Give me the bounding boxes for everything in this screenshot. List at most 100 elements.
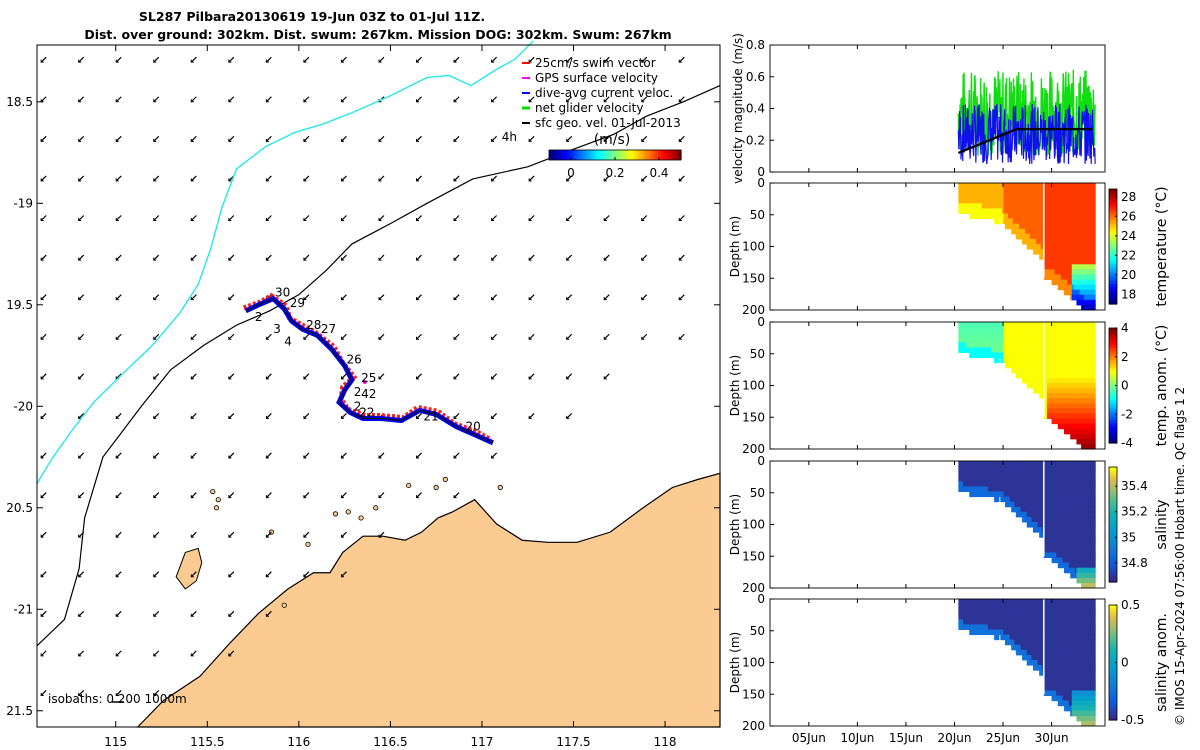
section-cell bbox=[1076, 393, 1079, 399]
section-cell bbox=[1040, 521, 1043, 528]
legend-item-net-glider-velocity: net glider velocity bbox=[522, 101, 643, 115]
section-cell bbox=[1082, 264, 1085, 270]
section-cell bbox=[1046, 327, 1050, 333]
section-cell bbox=[1087, 527, 1090, 533]
section-cell bbox=[1054, 552, 1057, 559]
section-cell bbox=[969, 471, 972, 477]
section-cell bbox=[1014, 609, 1017, 615]
section-cell bbox=[1029, 322, 1032, 328]
current-vector bbox=[115, 135, 122, 142]
section-cell bbox=[1070, 382, 1073, 389]
y-tick-label: 150 bbox=[742, 410, 765, 424]
section-cell bbox=[1043, 183, 1046, 189]
current-vector-head bbox=[491, 178, 495, 182]
section-cell bbox=[1014, 471, 1017, 477]
legend-label: dive-avg current veloc. bbox=[535, 86, 673, 100]
section-cell bbox=[1085, 377, 1088, 384]
section-cell bbox=[1039, 516, 1042, 523]
section-cell bbox=[1084, 466, 1087, 472]
section-cell bbox=[1085, 403, 1088, 409]
section-cell bbox=[1079, 322, 1082, 328]
section-cell bbox=[986, 188, 989, 194]
section-cell bbox=[1040, 377, 1043, 384]
section-cell bbox=[1060, 269, 1064, 275]
section-cell bbox=[1068, 466, 1071, 472]
section-cell bbox=[1028, 228, 1031, 235]
section-cell bbox=[1059, 249, 1062, 255]
section-cell bbox=[959, 203, 963, 209]
section-cell bbox=[1032, 228, 1036, 235]
section-cell bbox=[973, 629, 977, 636]
section-cell bbox=[1045, 254, 1048, 260]
section-cell bbox=[1040, 501, 1043, 508]
section-cell bbox=[1020, 337, 1023, 343]
section-cell bbox=[1046, 352, 1050, 359]
current-vector-head bbox=[566, 178, 570, 182]
section-cell bbox=[1093, 418, 1096, 425]
section-cell bbox=[983, 203, 986, 209]
section-cell bbox=[1060, 511, 1064, 518]
section-cell bbox=[1093, 423, 1096, 430]
section-cell bbox=[1078, 428, 1081, 435]
colorbar-cell bbox=[1109, 478, 1117, 482]
section-cell bbox=[1090, 382, 1093, 389]
section-cell bbox=[1079, 337, 1082, 343]
section-cell bbox=[981, 471, 984, 477]
section-cell bbox=[1087, 471, 1090, 477]
colorbar-cell bbox=[567, 150, 570, 160]
section-cell bbox=[1009, 486, 1012, 492]
section-cell bbox=[1070, 547, 1073, 553]
section-cell bbox=[1088, 337, 1092, 343]
section-cell bbox=[1057, 372, 1060, 379]
section-cell bbox=[1037, 388, 1040, 394]
section-cell bbox=[1087, 372, 1090, 379]
section-cell bbox=[1084, 398, 1087, 404]
section-cell bbox=[1034, 476, 1037, 482]
section-cell bbox=[961, 619, 964, 625]
section-cell bbox=[1076, 367, 1079, 374]
section-cell bbox=[1051, 408, 1054, 414]
section-cell bbox=[1067, 388, 1070, 394]
section-cell bbox=[1018, 352, 1022, 359]
section-cell bbox=[1091, 471, 1095, 477]
section-cell bbox=[1082, 516, 1085, 523]
section-cell bbox=[1082, 542, 1085, 548]
section-cell bbox=[1011, 619, 1014, 625]
colorbar-cell bbox=[1109, 272, 1117, 276]
section-cell bbox=[972, 322, 975, 328]
section-cell bbox=[1074, 388, 1078, 394]
section-cell bbox=[1079, 188, 1082, 194]
section-cell bbox=[1068, 428, 1071, 435]
colorbar-cell bbox=[589, 150, 592, 160]
colorbar-cell bbox=[1109, 570, 1117, 574]
section-cell bbox=[964, 337, 967, 343]
section-cell bbox=[1064, 486, 1067, 492]
section-cell bbox=[987, 193, 991, 199]
section-cell bbox=[997, 491, 1000, 498]
section-cell bbox=[1088, 264, 1092, 270]
section-cell bbox=[1064, 403, 1067, 409]
current-vector-head bbox=[265, 218, 269, 221]
section-cell bbox=[1031, 466, 1034, 472]
current-vector bbox=[303, 254, 310, 261]
section-cell bbox=[1068, 327, 1071, 333]
section-cell bbox=[1022, 198, 1025, 204]
section-cell bbox=[1008, 471, 1011, 477]
section-cell bbox=[1025, 511, 1028, 518]
section-cell bbox=[966, 461, 969, 467]
section-cell bbox=[1036, 249, 1039, 255]
section-cell bbox=[1003, 461, 1006, 467]
section-cell bbox=[1091, 506, 1095, 513]
section-cell bbox=[984, 624, 987, 630]
section-cell bbox=[1084, 423, 1087, 430]
section-cell bbox=[1068, 264, 1071, 270]
section-cell bbox=[1020, 486, 1023, 492]
section-cell bbox=[1071, 496, 1074, 503]
section-cell bbox=[1068, 501, 1071, 508]
section-cell bbox=[964, 347, 967, 353]
current-vector bbox=[78, 215, 85, 221]
current-vector-head bbox=[678, 59, 682, 63]
section-cell bbox=[1065, 471, 1068, 477]
section-cell bbox=[1091, 496, 1095, 503]
section-cell bbox=[1082, 476, 1085, 482]
